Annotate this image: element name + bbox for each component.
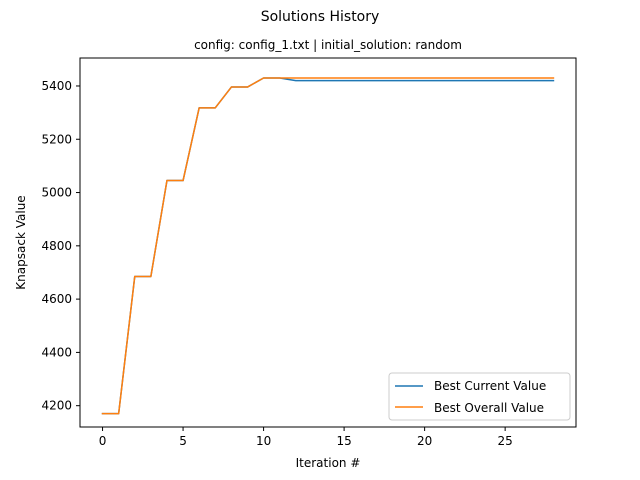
legend: Best Current Value Best Overall Value (388, 372, 571, 421)
y-axis-ticks: 4200 4400 4600 4800 5000 5200 5400 (41, 79, 80, 413)
y-tick-label: 5400 (41, 79, 72, 93)
plot-frame (79, 57, 577, 428)
y-tick-label: 4400 (41, 345, 72, 359)
x-axis-label: Iteration # (296, 456, 361, 470)
x-axis-ticks: 0 5 10 15 20 25 (99, 427, 513, 448)
x-tick-label: 0 (99, 434, 107, 448)
chart-title: Solutions History (261, 9, 380, 25)
x-tick-label: 20 (417, 434, 432, 448)
y-tick-label: 5200 (41, 132, 72, 146)
x-tick-label: 25 (498, 434, 513, 448)
y-tick-label: 5000 (41, 186, 72, 200)
y-tick-label: 4200 (41, 399, 72, 413)
x-tick-label: 5 (179, 434, 187, 448)
y-tick-label: 4600 (41, 292, 72, 306)
series-layer (101, 77, 555, 415)
y-tick-label: 4800 (41, 239, 72, 253)
legend-label-best-current: Best Current Value (434, 379, 546, 393)
x-tick-label: 10 (256, 434, 271, 448)
series-line-best-overall-value (101, 77, 555, 415)
chart-subtitle: config: config_1.txt | initial_solution:… (194, 38, 462, 52)
series-line-best-current-value (101, 77, 555, 415)
y-axis-label: Knapsack Value (14, 195, 28, 289)
x-tick-label: 15 (336, 434, 351, 448)
legend-box (388, 372, 571, 421)
legend-label-best-overall: Best Overall Value (434, 401, 544, 415)
